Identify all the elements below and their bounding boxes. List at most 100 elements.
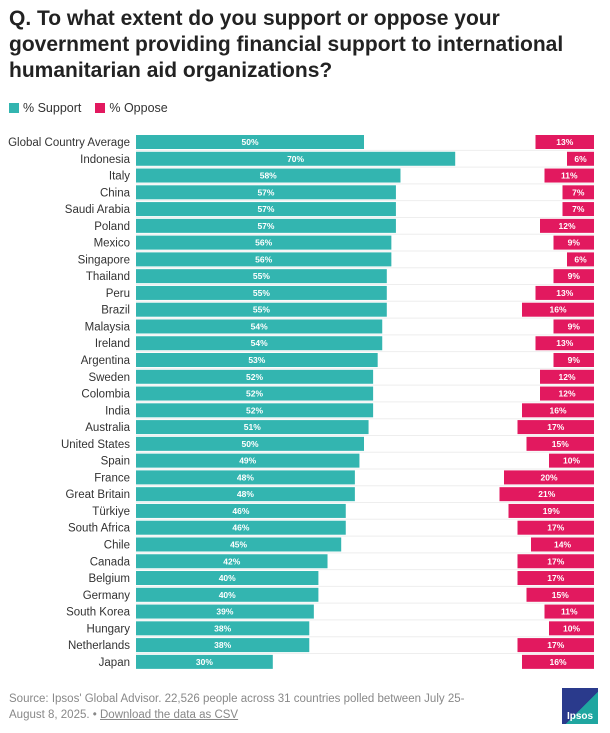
support-bar <box>136 604 314 619</box>
oppose-value-label: 17% <box>547 523 564 533</box>
support-bar <box>136 302 387 317</box>
oppose-bar <box>549 621 594 636</box>
chart-title: Q. To what extent do you support or oppo… <box>9 7 564 82</box>
category-label: Great Britain <box>65 489 130 501</box>
category-label: Malaysia <box>85 321 131 333</box>
support-value-label: 55% <box>253 288 270 298</box>
oppose-value-label: 20% <box>540 472 557 482</box>
support-value-label: 57% <box>257 187 274 197</box>
oppose-bar <box>544 168 594 183</box>
oppose-bar <box>517 571 594 586</box>
support-bar <box>136 420 369 435</box>
legend: % Support % Oppose <box>9 101 168 115</box>
support-bar <box>136 252 392 267</box>
oppose-value-label: 21% <box>538 489 555 499</box>
support-value-label: 46% <box>232 523 249 533</box>
oppose-bar <box>535 336 594 351</box>
oppose-value-label: 9% <box>568 238 581 248</box>
support-bar <box>136 386 374 401</box>
oppose-bar <box>517 638 594 653</box>
oppose-value-label: 9% <box>568 355 581 365</box>
support-value-label: 55% <box>253 271 270 281</box>
support-bar <box>136 151 456 166</box>
legend-label-support: % Support <box>23 101 82 115</box>
category-label: India <box>105 405 131 417</box>
support-bar <box>136 235 392 250</box>
download-csv-link[interactable]: Download the data as CSV <box>100 709 239 721</box>
support-value-label: 58% <box>260 171 277 181</box>
category-label: China <box>100 187 131 199</box>
category-label: Ireland <box>95 338 130 350</box>
oppose-bar <box>540 386 594 401</box>
support-bar <box>136 436 364 451</box>
category-label: Poland <box>94 221 130 233</box>
support-value-label: 42% <box>223 556 240 566</box>
oppose-value-label: 17% <box>547 422 564 432</box>
support-bar <box>136 336 383 351</box>
category-label: Hungary <box>87 623 131 635</box>
support-bar <box>136 168 401 183</box>
support-value-label: 52% <box>246 405 263 415</box>
support-value-label: 52% <box>246 389 263 399</box>
support-value-label: 70% <box>287 154 304 164</box>
category-label: Sweden <box>88 372 130 384</box>
oppose-bar <box>499 487 594 502</box>
oppose-value-label: 10% <box>563 456 580 466</box>
oppose-value-label: 6% <box>574 254 587 264</box>
oppose-value-label: 16% <box>549 657 566 667</box>
oppose-bar <box>540 369 594 384</box>
oppose-bar <box>562 185 594 200</box>
legend-swatch-support <box>9 103 19 113</box>
support-value-label: 45% <box>230 539 247 549</box>
oppose-bar <box>553 319 594 334</box>
support-value-label: 46% <box>232 506 249 516</box>
support-value-label: 56% <box>255 254 272 264</box>
support-bar <box>136 654 273 669</box>
support-bar <box>136 638 310 653</box>
category-label: United States <box>61 439 130 451</box>
oppose-bar <box>553 269 594 284</box>
support-bar <box>136 537 342 552</box>
oppose-value-label: 6% <box>574 154 587 164</box>
source-text: Source: Ipsos' Global Advisor. 22,526 pe… <box>9 693 465 721</box>
category-label: Japan <box>99 657 130 669</box>
bar-chart: Global Country Average 50% 13% Indonesia 70%… <box>8 135 594 669</box>
category-label: Canada <box>90 556 131 568</box>
oppose-bar <box>522 302 594 317</box>
oppose-bar <box>567 151 594 166</box>
support-bar <box>136 554 328 569</box>
oppose-value-label: 14% <box>554 539 571 549</box>
support-value-label: 49% <box>239 456 256 466</box>
oppose-bar <box>526 587 594 602</box>
category-label: Peru <box>106 288 130 300</box>
support-bar <box>136 353 378 368</box>
oppose-bar <box>567 252 594 267</box>
support-bar <box>136 319 383 334</box>
oppose-bar <box>535 285 594 300</box>
support-bar <box>136 185 396 200</box>
oppose-bar <box>562 202 594 217</box>
category-label: Türkiye <box>92 506 130 518</box>
category-label: Singapore <box>78 254 130 266</box>
category-label: Spain <box>101 456 130 468</box>
support-value-label: 48% <box>237 472 254 482</box>
category-label: Thailand <box>86 271 130 283</box>
source-note: Source: Ipsos' Global Advisor. 22,526 pe… <box>9 691 489 723</box>
support-bar <box>136 487 355 502</box>
support-value-label: 54% <box>251 321 268 331</box>
support-bar <box>136 285 387 300</box>
oppose-value-label: 17% <box>547 556 564 566</box>
oppose-value-label: 17% <box>547 573 564 583</box>
category-label: Belgium <box>88 573 130 585</box>
support-value-label: 38% <box>214 623 231 633</box>
legend-item-support: % Support <box>9 101 81 115</box>
category-label: France <box>94 472 130 484</box>
support-value-label: 57% <box>257 221 274 231</box>
oppose-value-label: 12% <box>558 372 575 382</box>
oppose-value-label: 11% <box>561 171 578 181</box>
category-label: Netherlands <box>68 640 130 652</box>
oppose-value-label: 7% <box>572 187 585 197</box>
category-label: Brazil <box>101 305 130 317</box>
oppose-bar <box>508 503 594 518</box>
